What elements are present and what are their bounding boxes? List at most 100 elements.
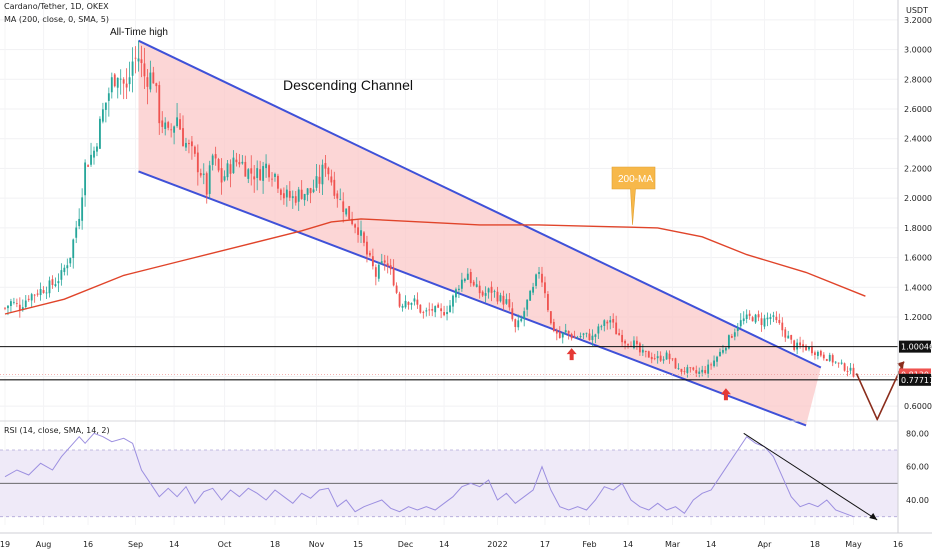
- candle: [686, 364, 689, 378]
- projection-arrowhead: [896, 361, 904, 370]
- candle: [843, 362, 846, 372]
- candle: [250, 155, 253, 186]
- candle: [466, 268, 469, 280]
- candle: [692, 366, 695, 371]
- candle-body: [122, 79, 125, 84]
- candle: [259, 160, 262, 181]
- time-tick-label: Nov: [309, 540, 325, 549]
- time-tick-label: 16: [83, 540, 93, 549]
- candle-body: [831, 355, 834, 363]
- candle-body: [600, 326, 603, 328]
- candle-body: [235, 159, 238, 163]
- candle: [81, 188, 84, 230]
- candle: [517, 314, 520, 331]
- candle-body: [377, 264, 380, 279]
- candle-body: [591, 335, 594, 341]
- candle-body: [330, 176, 333, 183]
- candle: [265, 154, 267, 178]
- candle: [176, 103, 178, 128]
- candle-body: [659, 355, 662, 361]
- candle: [588, 328, 591, 341]
- candle-body: [288, 190, 291, 198]
- candle: [822, 352, 825, 361]
- candle-body: [297, 189, 300, 202]
- candle-body: [529, 290, 532, 301]
- candle: [609, 315, 612, 330]
- candle-body: [176, 117, 178, 127]
- candle-body: [208, 165, 211, 194]
- candle: [152, 66, 155, 84]
- price-tick-label: 2.80000: [904, 75, 932, 84]
- candle-body: [282, 193, 285, 199]
- candle-body: [567, 330, 570, 334]
- candle: [449, 300, 451, 313]
- candle: [805, 344, 807, 351]
- candle: [185, 137, 187, 151]
- candle-body: [523, 311, 526, 320]
- candle-body: [244, 161, 247, 177]
- candle: [279, 188, 282, 201]
- candle: [398, 291, 401, 308]
- candle-body: [727, 335, 730, 349]
- candle-body: [12, 301, 15, 303]
- candle: [125, 68, 128, 100]
- candle-body: [594, 334, 597, 337]
- candle-body: [78, 218, 81, 227]
- candle: [327, 166, 330, 181]
- price-tick-label: 1.60000: [904, 254, 932, 263]
- candle: [757, 310, 760, 322]
- candle-body: [348, 206, 351, 220]
- projection-path: [855, 361, 905, 422]
- candle-body: [837, 362, 840, 364]
- candle: [745, 309, 748, 324]
- candle-body: [360, 230, 362, 236]
- candle: [535, 273, 537, 289]
- candle-body: [250, 168, 253, 174]
- candle: [386, 255, 389, 274]
- candle: [787, 330, 790, 339]
- candle-body: [217, 159, 220, 171]
- candle: [333, 171, 336, 200]
- candle: [164, 117, 167, 136]
- candle: [428, 302, 431, 316]
- candle-body: [547, 294, 549, 311]
- candle-body: [763, 318, 766, 327]
- candle: [315, 164, 318, 191]
- candle: [63, 264, 66, 276]
- candle-body: [42, 290, 45, 293]
- candle: [555, 328, 558, 341]
- candle: [828, 352, 831, 363]
- candle: [78, 208, 81, 230]
- candle: [45, 286, 48, 299]
- candle: [567, 330, 570, 340]
- candle: [377, 261, 380, 282]
- candle-body: [431, 309, 434, 311]
- candle: [330, 169, 333, 186]
- candle-body: [419, 304, 422, 313]
- candle: [487, 287, 490, 299]
- candle: [188, 139, 190, 154]
- candle: [131, 47, 134, 93]
- candle: [173, 125, 176, 145]
- time-tick-label: Aug: [36, 540, 52, 549]
- channel-fill: [138, 40, 821, 426]
- candle: [410, 302, 413, 310]
- candle: [241, 155, 244, 165]
- candle: [570, 332, 573, 341]
- candle-body: [274, 173, 276, 177]
- candle: [392, 259, 395, 287]
- candle: [624, 339, 626, 350]
- candle-body: [202, 173, 205, 175]
- candle-body: [107, 93, 110, 101]
- candle-body: [357, 227, 359, 235]
- candle-body: [582, 333, 585, 335]
- channel-upper-line: [138, 39, 822, 369]
- candle: [719, 348, 721, 357]
- candle-body: [674, 358, 677, 369]
- candle: [140, 45, 143, 78]
- time-tick-label: 14: [623, 540, 633, 549]
- candle: [297, 186, 300, 211]
- candle: [775, 311, 778, 324]
